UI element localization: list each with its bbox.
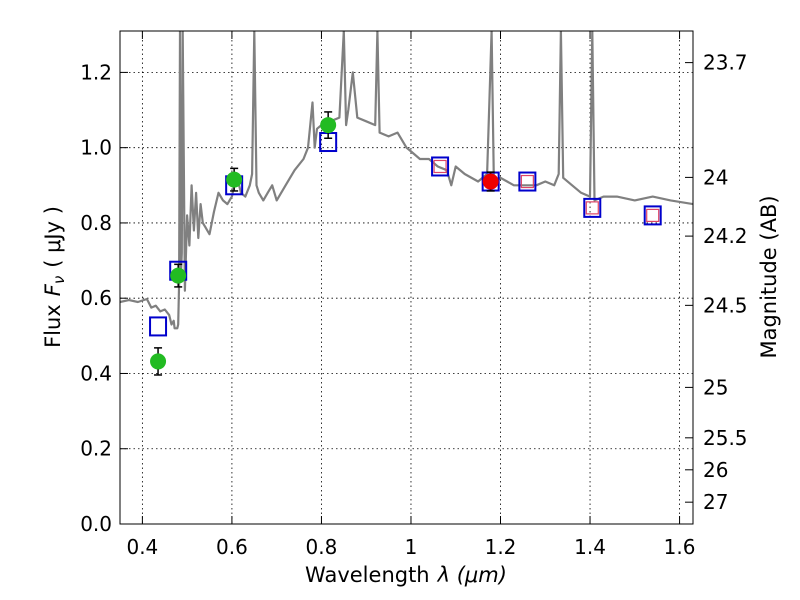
y-tick-label: 0.0 (80, 512, 112, 536)
x-tick-label: 1.4 (574, 535, 606, 559)
model-photometry-square (583, 197, 602, 218)
right-tick-label: 24.5 (703, 293, 748, 317)
right-tick-label: 25 (703, 375, 728, 399)
model-photometry-square (149, 316, 168, 337)
observed-limit-square (585, 201, 599, 215)
x-tick-label: 1.2 (485, 535, 517, 559)
right-tick-label: 23.7 (703, 51, 748, 75)
y-tick-label: 0.4 (80, 361, 112, 385)
observed-flux-point (320, 117, 337, 134)
observed-flux-point (226, 171, 243, 188)
plot-frame (119, 30, 694, 525)
model-photometry-square (431, 156, 450, 177)
y-tick-label: 0.2 (80, 437, 112, 461)
observed-flux-point (150, 353, 167, 370)
y-axis-title: FluxFν( μJy ) (41, 206, 68, 348)
observed-flux-point (170, 267, 187, 284)
grid (120, 31, 693, 525)
y-tick-label: 1.2 (80, 60, 112, 84)
y-tick-label: 0.8 (80, 211, 112, 235)
right-tick-label: 25.5 (703, 426, 748, 450)
right-tick-label: 24 (703, 165, 728, 189)
right-tick-label: 27 (703, 490, 728, 514)
model-spectrum-line (120, 31, 693, 330)
x-tick-label: 1 (405, 535, 418, 559)
right-axis-title: Magnitude (AB) (757, 195, 781, 358)
observed-flux-point (482, 173, 499, 190)
x-axis-title: Wavelength λ (μm) (305, 563, 507, 587)
plot-area (120, 31, 693, 330)
y-tick-label: 0.6 (80, 286, 112, 310)
observed-limit-square (433, 159, 447, 174)
x-tick-label: 1.6 (664, 535, 696, 559)
observed-limit-square (520, 174, 534, 189)
y-tick-label: 1.0 (80, 136, 112, 160)
x-tick-label: 0.8 (306, 535, 338, 559)
model-photometry-square (518, 171, 537, 192)
axes: 0.4 0.6 0.8 1 1.2 1.4 1.6 0.0 0.2 0.4 0.6 0.8 1.0 1.2… (80, 31, 748, 559)
model-photometry-square (643, 205, 662, 226)
x-tick-label: 0.6 (216, 535, 248, 559)
x-tick-label: 0.4 (126, 535, 158, 559)
observed-limit-square (646, 208, 660, 223)
right-tick-label: 24.2 (703, 224, 748, 248)
right-tick-label: 26 (703, 458, 728, 482)
markers (149, 111, 662, 376)
